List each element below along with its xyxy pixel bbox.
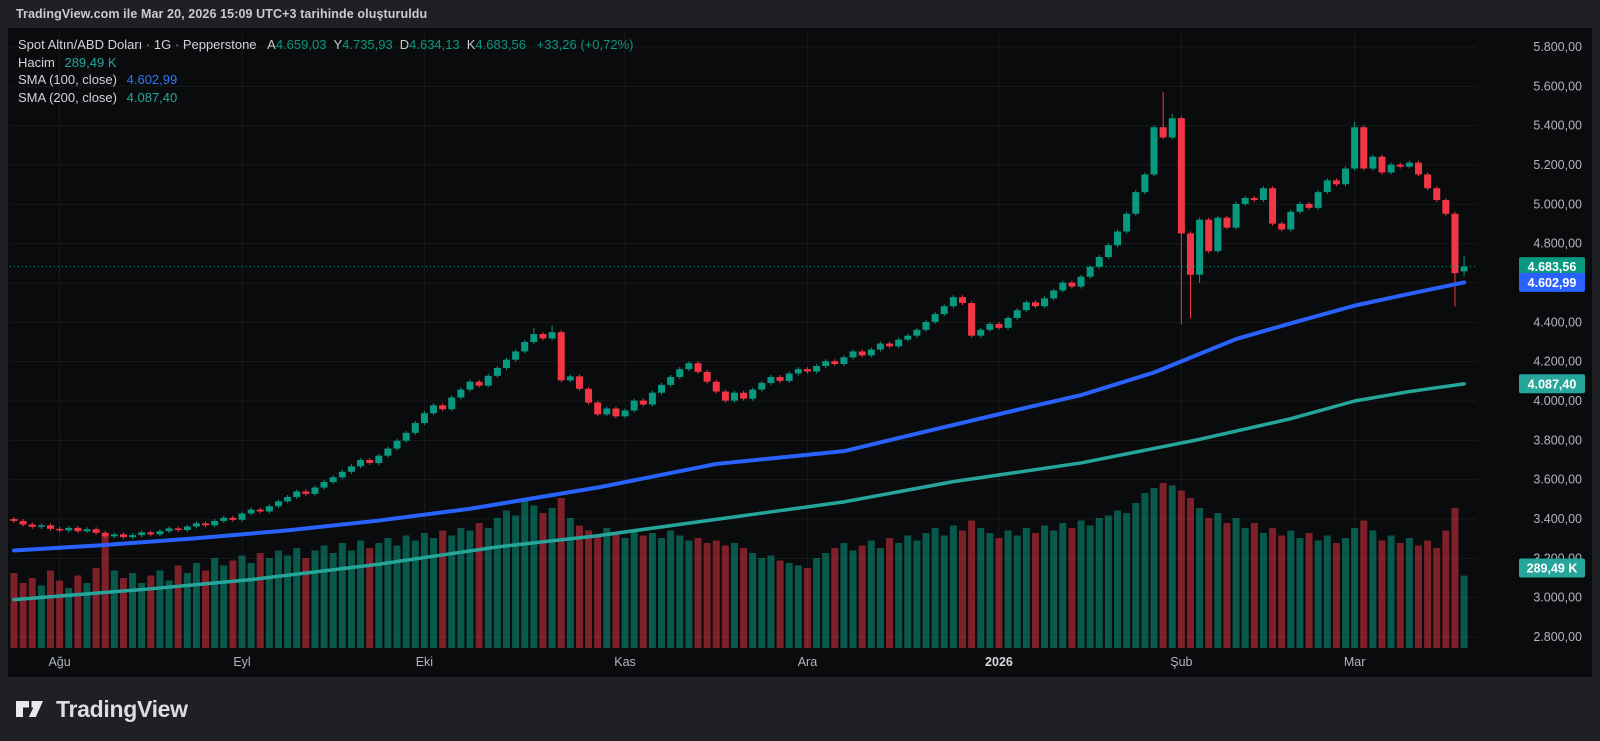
candles — [10, 91, 1468, 540]
time-tick-label: Eki — [416, 655, 433, 669]
price-tick-label: 5.200,00 — [1533, 158, 1582, 172]
time-tick-label: Ara — [798, 655, 818, 669]
time-tick-label: Eyl — [233, 655, 250, 669]
price-tick-label: 3.400,00 — [1533, 512, 1582, 526]
svg-text:4.087,40: 4.087,40 — [1528, 377, 1577, 391]
price-chip: 4.087,40 — [1519, 374, 1585, 394]
price-tick-label: 3.800,00 — [1533, 433, 1582, 447]
svg-text:4.602,99: 4.602,99 — [1528, 276, 1577, 290]
price-chip: 289,49 K — [1519, 558, 1585, 578]
time-tick-label: Ağu — [48, 655, 70, 669]
price-tick-label: 5.000,00 — [1533, 197, 1582, 211]
price-tick-label: 3.600,00 — [1533, 473, 1582, 487]
time-tick-label: 2026 — [985, 655, 1013, 669]
sma-200-line — [12, 382, 1466, 602]
time-tick-label: Şub — [1170, 655, 1192, 669]
price-tick-label: 4.400,00 — [1533, 315, 1582, 329]
price-tick-label: 4.800,00 — [1533, 237, 1582, 251]
price-axis[interactable]: 5.800,00 5.600,00 5.400,00 5.200,00 5.000,00… — [1533, 40, 1582, 644]
tradingview-logo-icon[interactable] — [14, 697, 48, 721]
attribution-bar: TradingView.com ile Mar 20, 2026 15:09 U… — [0, 0, 1600, 28]
price-tick-label: 3.000,00 — [1533, 591, 1582, 605]
footer-bar: TradingView — [0, 677, 1600, 741]
svg-text:4.683,56: 4.683,56 — [1528, 260, 1577, 274]
tradingview-brand-text[interactable]: TradingView — [56, 695, 188, 722]
price-tick-label: 4.200,00 — [1533, 355, 1582, 369]
time-tick-label: Kas — [614, 655, 636, 669]
sma-100-line — [12, 280, 1467, 553]
time-tick-label: Mar — [1344, 655, 1366, 669]
price-tick-label: 5.800,00 — [1533, 40, 1582, 54]
price-tick-label: 5.600,00 — [1533, 79, 1582, 93]
price-tick-label: 2.800,00 — [1533, 630, 1582, 644]
price-chip: 4.683,56 — [1519, 257, 1585, 277]
chart-area[interactable]: 5.800,00 5.600,00 5.400,00 5.200,00 5.000,00… — [0, 28, 1600, 677]
attribution-text: TradingView.com ile Mar 20, 2026 15:09 U… — [16, 7, 428, 21]
time-axis[interactable]: Ağu Eyl Eki Kas Ara 2026 Şub Mar — [48, 655, 1365, 669]
price-chip: 4.602,99 — [1519, 272, 1585, 292]
price-tick-label: 5.400,00 — [1533, 119, 1582, 133]
price-tick-label: 4.000,00 — [1533, 394, 1582, 408]
price-chart-canvas[interactable]: 5.800,00 5.600,00 5.400,00 5.200,00 5.000,00… — [0, 28, 1600, 677]
svg-text:289,49 K: 289,49 K — [1527, 562, 1578, 576]
